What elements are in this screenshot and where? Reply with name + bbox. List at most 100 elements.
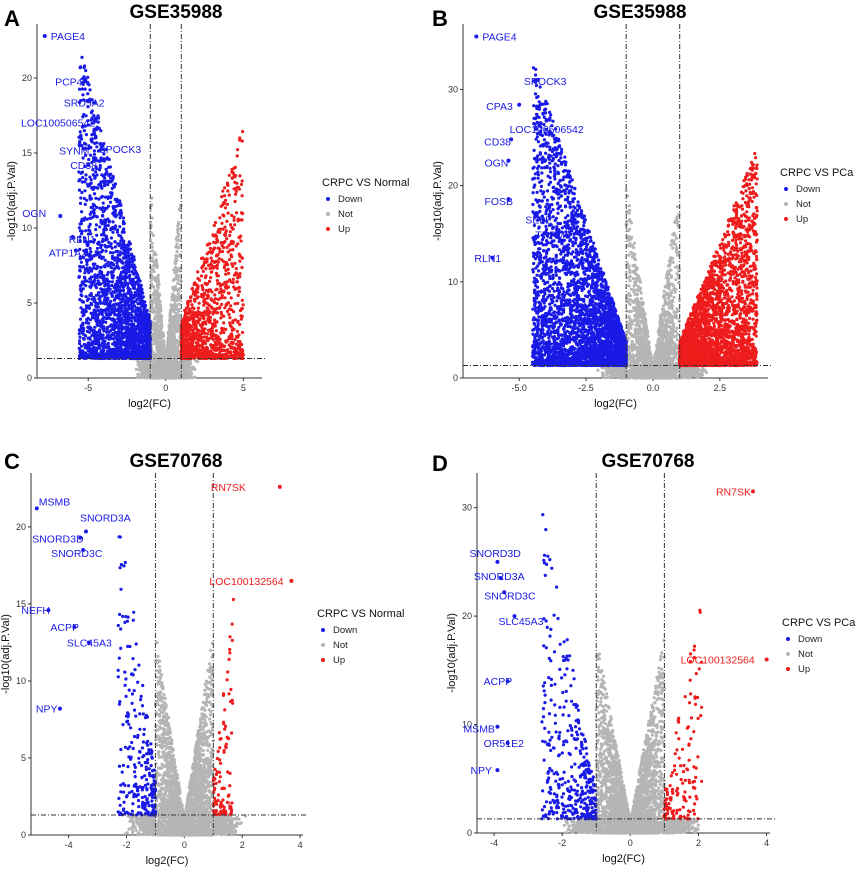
point-down (125, 268, 129, 272)
point-down (91, 202, 95, 206)
point-down (114, 250, 118, 254)
point-down (106, 345, 110, 349)
point-down (127, 242, 131, 246)
point-up (195, 315, 199, 319)
point-down (123, 266, 127, 270)
point-up (239, 239, 243, 243)
point-down (86, 232, 91, 236)
point-down (81, 314, 85, 318)
point-down (90, 186, 94, 190)
point-down (110, 283, 114, 288)
point-down (120, 293, 124, 297)
point-down (88, 252, 92, 256)
point-down (127, 318, 131, 322)
point-down (91, 329, 95, 333)
point-up (227, 193, 231, 197)
point-down (93, 298, 97, 302)
point-down (129, 281, 133, 285)
point-up (227, 312, 231, 316)
point-down (103, 296, 107, 300)
point-up (219, 342, 223, 346)
point-down (85, 263, 89, 267)
point-up (204, 267, 208, 271)
point-down (78, 298, 82, 302)
point-up (227, 271, 231, 275)
point-up (208, 266, 212, 271)
point-down (89, 178, 93, 182)
point-down (144, 312, 148, 316)
point-down (94, 134, 98, 138)
point-down (143, 304, 147, 308)
point-up (231, 227, 235, 231)
point-not (162, 376, 167, 380)
point-down (113, 245, 117, 249)
point-down (105, 292, 109, 296)
point-down (97, 345, 101, 349)
point-down (78, 247, 82, 251)
point-down (130, 337, 134, 341)
point-down (81, 308, 85, 312)
point-down (95, 173, 99, 177)
point-down (95, 233, 99, 237)
point-down (82, 342, 86, 347)
point-not (150, 256, 154, 260)
point-down (118, 250, 122, 254)
point-up (235, 329, 239, 333)
point-down (110, 293, 114, 297)
point-down (99, 156, 103, 160)
point-down (89, 239, 93, 244)
point-not (167, 353, 171, 357)
point-up (238, 259, 242, 263)
point-down (82, 75, 86, 79)
point-up (217, 281, 221, 286)
point-down (85, 279, 89, 283)
point-up (223, 206, 227, 210)
point-not (174, 307, 178, 311)
point-up (240, 179, 244, 183)
point-down (124, 256, 129, 260)
point-down (128, 292, 132, 296)
point-down (98, 295, 102, 299)
point-down (100, 313, 104, 317)
point-not (150, 245, 154, 249)
point-not (161, 353, 165, 357)
point-up (226, 189, 230, 193)
point-down (134, 275, 138, 279)
point-down (113, 258, 117, 262)
point-down (79, 65, 83, 69)
point-down (87, 146, 91, 150)
point-down (136, 277, 140, 281)
point-down (132, 267, 136, 271)
point-down (80, 87, 84, 91)
point-down (77, 226, 81, 230)
point-not (175, 330, 179, 334)
point-down (77, 328, 81, 332)
point-down (78, 140, 82, 144)
point-not (154, 376, 159, 380)
point-down (134, 311, 138, 315)
point-not (177, 288, 181, 292)
point-down (77, 188, 82, 192)
x-axis-label: log2(FC) (128, 398, 171, 410)
point-down (127, 332, 132, 336)
point-not (180, 369, 184, 373)
point-down (88, 258, 92, 262)
point-down (115, 295, 119, 299)
point-down (112, 210, 116, 214)
point-down (96, 186, 100, 190)
point-not (176, 292, 180, 296)
point-down (139, 300, 143, 304)
point-down (102, 274, 106, 278)
point-not (176, 232, 181, 236)
point-up (225, 286, 229, 290)
point-down (88, 216, 92, 220)
point-up (233, 165, 237, 169)
point-down (89, 153, 93, 157)
point-down (110, 328, 114, 332)
point-not (174, 304, 179, 308)
point-not (157, 307, 161, 311)
point-down (109, 266, 113, 270)
point-down (109, 226, 113, 231)
point-up (231, 248, 235, 252)
point-down (78, 335, 82, 339)
